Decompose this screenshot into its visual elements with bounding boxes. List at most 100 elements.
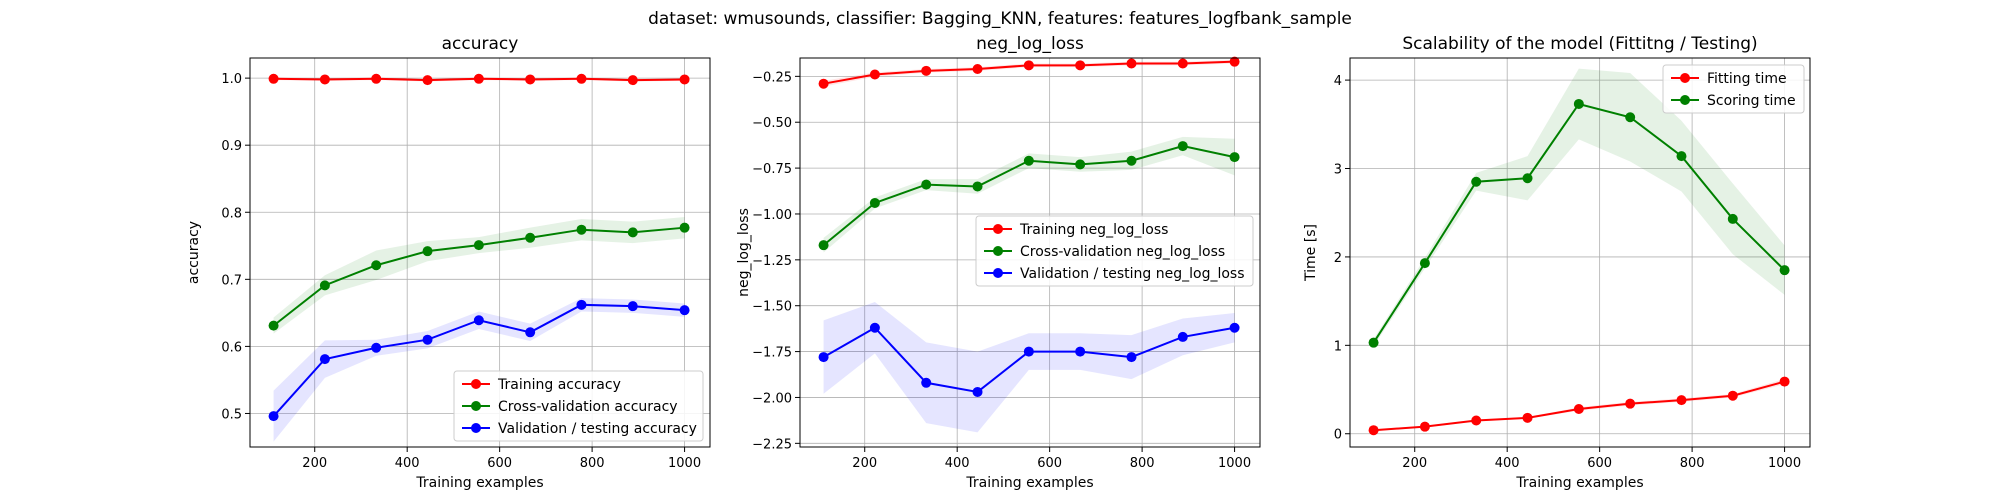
series-band-3 (823, 302, 1235, 433)
x-tick-label: 800 (580, 456, 605, 471)
legend: Training accuracy Cross-validation accura… (453, 370, 704, 442)
data-point (1419, 258, 1430, 269)
y-tick-label: 4 (1334, 74, 1342, 89)
data-point (1229, 322, 1240, 333)
data-point (1471, 415, 1482, 426)
data-point (1126, 155, 1137, 166)
series-band-2 (1373, 68, 1785, 347)
data-point (679, 305, 690, 316)
y-axis-label: Time [s] (1303, 224, 1319, 282)
y-tick-label: 0.6 (221, 340, 242, 355)
data-point (1023, 346, 1034, 357)
data-point (1727, 390, 1738, 401)
data-point (1229, 152, 1240, 163)
data-point (818, 240, 829, 251)
data-point (679, 74, 690, 85)
data-point (268, 73, 279, 84)
legend-box (453, 370, 704, 442)
data-point (1126, 352, 1137, 363)
data-point (1779, 265, 1790, 276)
x-tick-label: 400 (395, 456, 420, 471)
plot-frame (799, 57, 1261, 448)
data-point (921, 179, 932, 190)
legend: Training neg_log_loss Cross-validation ne… (975, 215, 1254, 287)
x-axis-label: Training examples (965, 475, 1093, 491)
y-tick-label: 0.5 (221, 407, 242, 422)
y-tick-label: 2 (1334, 251, 1342, 266)
data-point (268, 411, 279, 422)
x-tick-label: 800 (1130, 456, 1155, 471)
data-point (1023, 155, 1034, 166)
data-point (525, 74, 536, 85)
data-point (627, 227, 638, 238)
data-point (1368, 337, 1379, 348)
x-axis-label: Training examples (415, 475, 543, 491)
legend-entry: Cross-validation accuracy (498, 399, 678, 415)
x-tick-label: 400 (1495, 456, 1520, 471)
data-point (1075, 60, 1086, 71)
data-point (1075, 346, 1086, 357)
data-point (1522, 412, 1533, 423)
data-point (1573, 403, 1584, 414)
data-point (473, 73, 484, 84)
data-point (1023, 60, 1034, 71)
data-point (371, 73, 382, 84)
data-point (921, 65, 932, 76)
legend-entry: Validation / testing neg_log_loss (1020, 266, 1245, 282)
data-point (371, 342, 382, 353)
y-tick-label: 0.9 (221, 139, 242, 154)
y-tick-label: −1.00 (752, 208, 792, 223)
legend-marker (471, 401, 481, 411)
data-point (921, 377, 932, 388)
data-point (319, 354, 330, 365)
data-point (627, 301, 638, 312)
panel-title: neg_log_loss (976, 34, 1084, 54)
data-point (1625, 398, 1636, 409)
data-point (1177, 331, 1188, 342)
y-tick-label: 3 (1334, 163, 1342, 178)
y-tick-label: −0.25 (752, 70, 792, 85)
legend-entry: Fitting time (1707, 71, 1787, 87)
x-tick-label: 800 (1680, 456, 1705, 471)
y-tick-label: 1 (1334, 339, 1342, 354)
y-tick-label: −2.25 (752, 437, 792, 452)
chart-panel-3: 200 400 600 800 1000 0 1 2 3 4 Scalability of the … (1303, 34, 1811, 491)
data-point (473, 240, 484, 251)
data-point (1676, 151, 1687, 162)
data-point (525, 232, 536, 243)
data-point (422, 334, 433, 345)
y-tick-label: −0.75 (752, 162, 792, 177)
y-tick-label: −1.25 (752, 254, 792, 269)
data-point (972, 386, 983, 397)
data-point (268, 320, 279, 331)
x-axis-label: Training examples (1515, 475, 1643, 491)
series-band-3 (273, 298, 685, 442)
data-point (473, 315, 484, 326)
data-point (869, 69, 880, 80)
y-tick-label: −1.50 (752, 300, 792, 315)
x-tick-label: 400 (945, 456, 970, 471)
x-tick-label: 200 (852, 456, 877, 471)
series-band-2 (823, 136, 1235, 253)
y-tick-label: 0.8 (221, 206, 242, 221)
legend-entry: Cross-validation neg_log_loss (1020, 244, 1225, 260)
legend: Fitting time Scoring time (1662, 64, 1805, 114)
x-tick-label: 200 (1402, 456, 1427, 471)
x-tick-label: 1000 (668, 456, 701, 471)
legend-marker (993, 224, 1003, 234)
x-tick-label: 1000 (1768, 456, 1801, 471)
data-point (422, 75, 433, 86)
panel-title: accuracy (442, 34, 519, 54)
data-point (1177, 141, 1188, 152)
data-point (1573, 98, 1584, 109)
chart-panels: 200 400 600 800 1000 0.5 0.6 0.7 0.8 0.9 1.0 accura… (186, 34, 1811, 491)
data-point (818, 352, 829, 363)
y-tick-label: 0.7 (221, 273, 242, 288)
data-point (1471, 176, 1482, 187)
y-axis-label: accuracy (186, 221, 202, 284)
y-tick-label: −1.75 (752, 346, 792, 361)
x-tick-label: 600 (1037, 456, 1062, 471)
x-tick-label: 600 (487, 456, 512, 471)
data-point (1727, 213, 1738, 224)
